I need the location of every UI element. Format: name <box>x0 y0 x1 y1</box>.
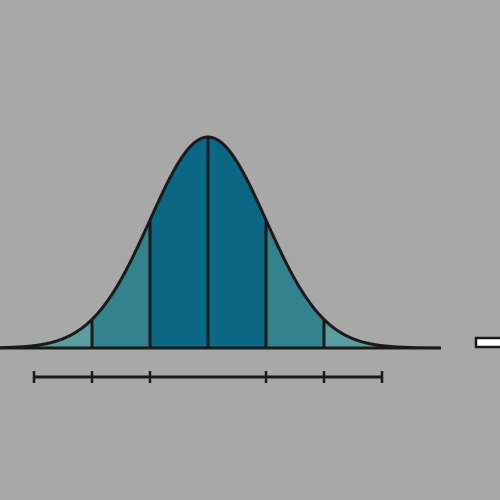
partial-shape-right-edge <box>474 336 500 349</box>
band-center-left <box>150 137 208 348</box>
band-left-2sd <box>34 319 92 348</box>
band-center-right <box>208 137 266 348</box>
bell-curve-outline <box>0 135 442 350</box>
band-right-2sd <box>324 319 382 348</box>
